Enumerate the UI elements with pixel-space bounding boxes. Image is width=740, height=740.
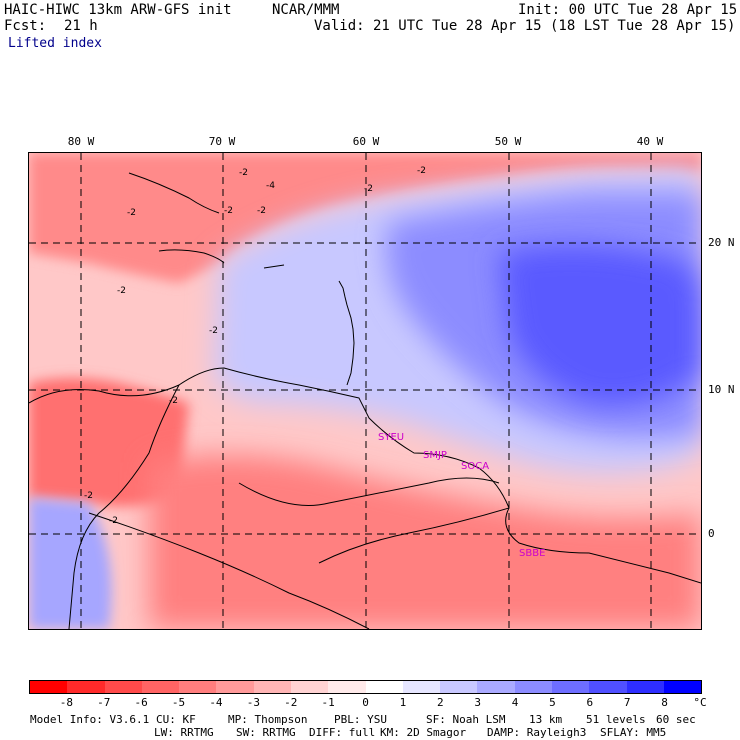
footer-model-info: Model Info: V3.6.1 <box>30 713 150 726</box>
contour-label: -2 <box>127 208 136 218</box>
colorbar-swatch <box>290 681 329 693</box>
colorbar-swatch <box>179 681 217 693</box>
colorbar-swatch <box>589 681 627 693</box>
colorbar-tick-label: 7 <box>623 696 631 709</box>
lat-label-10n: 10 N <box>708 383 735 396</box>
colorbar-tick-label: -5 <box>171 696 186 709</box>
field-amazon-red <box>149 455 701 629</box>
field-name: Lifted index <box>8 36 102 51</box>
footer-sf: SF: Noah LSM <box>426 713 506 726</box>
footer-sw: SW: RRTMG <box>236 726 296 739</box>
station-sbbe: SBBE <box>519 548 545 559</box>
footer-lw: LW: RRTMG <box>154 726 214 739</box>
contour-label: -4 <box>266 181 275 191</box>
colorbar-swatch <box>67 681 105 693</box>
footer-sflay: SFLAY: MM5 <box>600 726 667 739</box>
contour-label: -2 <box>224 206 233 216</box>
colorbar-swatch <box>477 681 515 693</box>
map-canvas: -2 -2 -4 -2 -2 -2 -2 -2 -2 -2 -2 -2 SYEU… <box>29 153 701 629</box>
colorbar-tick-label: 2 <box>436 696 444 709</box>
colorbar-tick-label: -7 <box>97 696 111 709</box>
colorbar-tick-label: -8 <box>59 696 73 709</box>
footer-diff: DIFF: full <box>309 726 376 739</box>
lon-label-50w: 50 W <box>494 135 522 148</box>
colorbar-tick-label: -2 <box>284 696 298 709</box>
contour-label: -2 <box>209 326 218 336</box>
colorbar-tick-label: 0 <box>362 696 369 709</box>
organization-label: NCAR/MMM <box>272 2 340 18</box>
station-smjp: SMJP <box>423 450 447 461</box>
colorbar-tick-label: 1 <box>399 696 407 709</box>
islands <box>338 280 355 386</box>
colorbar-swatch <box>216 681 254 693</box>
footer-levels: 51 levels <box>586 713 646 726</box>
model-title: HAIC-HIWC 13km ARW-GFS init <box>4 2 232 18</box>
contour-label: -2 <box>417 166 426 176</box>
contour-label: -2 <box>239 168 248 178</box>
lifted-index-map: -2 -2 -4 -2 -2 -2 -2 -2 -2 -2 -2 -2 SYEU… <box>28 152 702 630</box>
colorbar-swatch <box>440 681 478 693</box>
valid-time: Valid: 21 UTC Tue 28 Apr 15 (18 LST Tue … <box>314 18 736 34</box>
colorbar-tick-label: 5 <box>549 696 556 709</box>
forecast-hour: 21 h <box>64 18 98 34</box>
colorbar-unit: °C <box>693 696 707 709</box>
colorbar-tick-label: -4 <box>209 696 223 709</box>
colorbar <box>29 680 702 694</box>
contour-label: -2 <box>257 206 266 216</box>
forecast-label: Fcst: <box>4 18 47 34</box>
contour-label: -2 <box>169 396 178 406</box>
colorbar-swatch <box>551 681 590 693</box>
contour-label: -2 <box>109 516 118 526</box>
field-north-red <box>29 153 701 283</box>
colorbar-tick-label: -3 <box>246 696 260 709</box>
colorbar-tick-label: -6 <box>134 696 148 709</box>
lon-label-70w: 70 W <box>208 135 236 148</box>
field-pacific-blue <box>29 498 112 629</box>
colorbar-swatch <box>141 681 180 693</box>
init-time: Init: 00 UTC Tue 28 Apr 15 <box>518 2 738 18</box>
lat-label-20n: 20 N <box>708 236 735 249</box>
colorbar-swatch <box>253 681 291 693</box>
lon-label-60w: 60 W <box>352 135 380 148</box>
graticule <box>29 153 701 629</box>
footer-mp: MP: Thompson <box>228 713 308 726</box>
lat-label-0: 0 <box>708 527 715 540</box>
colorbar-swatch <box>328 681 366 693</box>
lon-label-40w: 40 W <box>636 135 664 148</box>
colorbar-swatch <box>30 681 68 693</box>
footer-damp: DAMP: Rayleigh3 <box>487 726 587 739</box>
colorbar-swatch <box>402 681 441 693</box>
colorbar-swatch <box>514 681 552 693</box>
colorbar-tick-label: 4 <box>511 696 519 709</box>
footer-timestep: 60 sec <box>656 713 696 726</box>
footer-pbl: PBL: YSU <box>334 713 387 726</box>
colorbar-swatch <box>104 681 142 693</box>
station-soca: SOCA <box>461 461 489 472</box>
contour-label: -2 <box>364 184 373 194</box>
coastlines <box>29 172 701 629</box>
colorbar-tick-label: 3 <box>474 696 481 709</box>
footer-km: KM: 2D Smagor <box>380 726 467 739</box>
station-syeu: SYEU <box>378 432 404 443</box>
colorbar-swatch <box>626 681 664 693</box>
colorbar-tick-label: 6 <box>586 696 594 709</box>
footer-cu: CU: KF <box>156 713 196 726</box>
colorbar-tick-label: -1 <box>321 696 335 709</box>
colorbar-swatch <box>663 681 702 693</box>
contour-label: -2 <box>117 286 126 296</box>
contour-label: -2 <box>84 491 93 501</box>
footer-resolution: 13 km <box>529 713 563 726</box>
colorbar-swatch <box>365 681 403 693</box>
colorbar-tick-label: 8 <box>661 696 668 709</box>
lon-label-80w: 80 W <box>67 135 95 148</box>
